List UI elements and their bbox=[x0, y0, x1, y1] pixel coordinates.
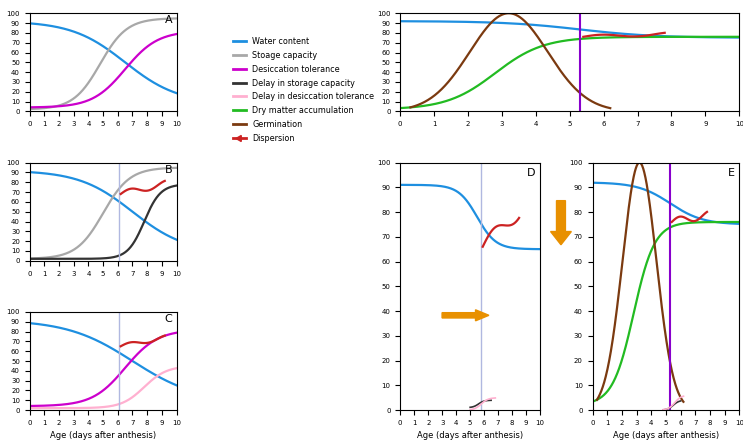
Text: D: D bbox=[528, 168, 536, 178]
X-axis label: Age (days after anthesis): Age (days after anthesis) bbox=[417, 431, 523, 441]
X-axis label: Age (days after anthesis): Age (days after anthesis) bbox=[613, 431, 719, 441]
Text: C: C bbox=[164, 314, 172, 324]
Text: E: E bbox=[728, 168, 735, 178]
Legend: Water content, Stoage capacity, Desiccation tolerance, Delay in storage capacity: Water content, Stoage capacity, Desiccat… bbox=[233, 37, 374, 143]
Text: B: B bbox=[164, 164, 172, 175]
X-axis label: Age (days after anthesis): Age (days after anthesis) bbox=[50, 431, 156, 441]
Text: A: A bbox=[164, 15, 172, 25]
